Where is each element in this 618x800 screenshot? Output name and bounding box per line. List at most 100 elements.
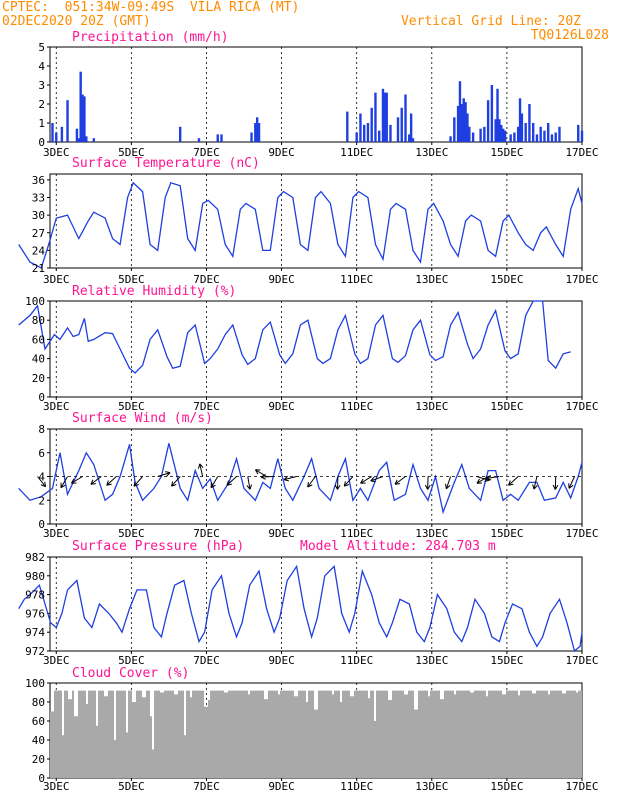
plot-frame [49, 46, 583, 143]
precip-bar [77, 138, 80, 142]
cloud-bar [178, 690, 180, 778]
cloud-bar [260, 690, 262, 778]
cloud-bar [68, 699, 70, 778]
precip-bar [518, 98, 522, 142]
precip-bar [494, 119, 497, 142]
precip-bar [220, 134, 223, 142]
wind-arrow [508, 476, 519, 486]
wind-arrow-head [226, 480, 230, 486]
x-tick-label: 7DEC [193, 654, 220, 667]
wind-arrow-head [337, 484, 341, 490]
wind-arrow-shaft [171, 476, 181, 487]
cloud-bar [498, 690, 500, 778]
y-tick-label: 974 [25, 626, 45, 639]
cloud-bar [512, 690, 514, 778]
cloud-bar [94, 690, 96, 778]
cloud-bar [250, 690, 252, 778]
precip-bar [374, 92, 377, 142]
cloud-bar [274, 690, 276, 778]
precip-bar [543, 130, 546, 142]
precip-bar [479, 128, 482, 142]
cloud-bar [146, 690, 148, 778]
wind-arrow-head [394, 479, 398, 485]
cloud-bar [110, 690, 112, 778]
wind-arrow-shaft [568, 476, 575, 489]
cloud-bar [406, 694, 408, 778]
cloud-bar [264, 699, 266, 778]
cloud-bar [222, 690, 224, 778]
x-tick-label: 7DEC [193, 780, 220, 793]
cloud-bar [396, 690, 398, 778]
precip-bar [520, 113, 524, 142]
wind-arrow-shaft [360, 476, 372, 484]
wind-arrow [60, 476, 68, 489]
precip-bar [83, 96, 86, 142]
wind-arrow-head [226, 483, 232, 486]
cloud-bar [394, 690, 396, 778]
wind-arrow-head [254, 469, 259, 475]
precip-bar [453, 117, 456, 142]
x-tick-label: 11DEC [340, 654, 373, 667]
wind-arrow-head [307, 484, 313, 488]
x-tick-label: 17DEC [565, 400, 598, 413]
x-tick-label: 11DEC [340, 400, 373, 413]
x-tick-label: 9DEC [268, 273, 295, 286]
cloud-bar [86, 703, 88, 778]
x-tick-label: 9DEC [268, 146, 295, 159]
precip-bar [51, 123, 54, 142]
cloud-bar [304, 690, 306, 778]
cloud-bar [312, 690, 314, 778]
cloud-bar [450, 690, 452, 778]
cloud-bar [180, 690, 182, 778]
precip-bar [66, 100, 69, 142]
x-tick-label: 13DEC [415, 780, 448, 793]
cloud-bar [246, 690, 248, 778]
cloud-bar [496, 690, 498, 778]
wind-arrow-head [166, 472, 171, 477]
cloud-bar [186, 690, 188, 778]
x-tick-label: 15DEC [490, 527, 523, 540]
y-tick-label: 976 [25, 607, 45, 620]
cloud-bar [346, 690, 348, 778]
cloud-bar [562, 693, 564, 778]
cloud-bar [378, 690, 380, 778]
y-tick-label: 21 [32, 262, 45, 275]
cloud-bar [336, 690, 338, 778]
cloud-bar [88, 690, 90, 778]
wind-arrow-head [334, 484, 338, 490]
cloud-bar [538, 690, 540, 778]
cloud-bar [534, 693, 536, 778]
wind-arrow-shaft [157, 472, 171, 477]
precip-bar [500, 124, 503, 142]
y-tick-label: 80 [32, 314, 45, 327]
wind-arrow [106, 476, 117, 486]
x-tick-label: 15DEC [490, 654, 523, 667]
wind-arrow-head [360, 478, 364, 484]
cloud-bar [142, 697, 144, 778]
wind-arrow-head [171, 484, 177, 487]
wind-arrow [283, 475, 297, 482]
wind-arrow [157, 471, 171, 477]
x-tick-label: 9DEC [268, 654, 295, 667]
wind-arrow-head [307, 481, 309, 488]
precip-bar [378, 130, 381, 142]
wind-arrow-head [90, 483, 96, 485]
y-tick-label: 972 [25, 645, 45, 658]
cloud-bar [544, 690, 546, 778]
cloud-bar [298, 690, 300, 778]
cloud-bar [318, 690, 320, 778]
precip-bar [409, 113, 413, 142]
cloud-bar [422, 690, 424, 778]
cloud-bar [120, 690, 122, 778]
wind-arrow-head [70, 478, 75, 484]
x-tick-label: 15DEC [490, 273, 523, 286]
y-tick-label: 978 [25, 589, 45, 602]
wind-arrow [334, 476, 341, 490]
y-tick-label: 3 [38, 79, 45, 92]
precip-bar [509, 134, 512, 142]
precip-bar [85, 136, 88, 142]
cloud-bar [460, 690, 462, 778]
cloud-bar [52, 711, 54, 778]
cloud-bar [254, 690, 256, 778]
wind-arrow-head [283, 475, 288, 480]
